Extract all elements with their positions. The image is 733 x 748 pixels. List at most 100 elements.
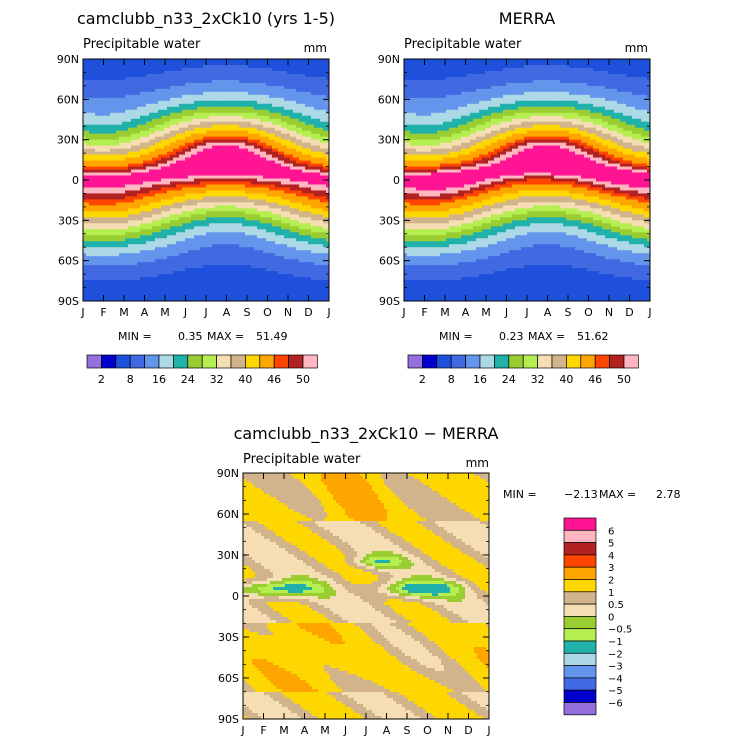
contour-cell: [302, 193, 306, 198]
contour-cell: [155, 166, 159, 171]
contour-cell: [239, 217, 243, 221]
contour-cell: [317, 142, 321, 147]
contour-cell: [230, 91, 234, 96]
contour-cell: [161, 148, 165, 153]
contour-cell: [119, 82, 123, 87]
contour-cell: [275, 217, 279, 221]
contour-cell: [242, 220, 246, 224]
contour-cell: [317, 136, 321, 141]
contour-cell: [254, 100, 258, 105]
contour-cell: [92, 59, 96, 63]
contour-cell: [161, 133, 165, 138]
contour-cell: [248, 91, 252, 96]
contour-cell: [188, 121, 192, 126]
contour-cell: [251, 211, 255, 215]
contour-cell: [221, 121, 225, 126]
contour-cell: [242, 142, 246, 147]
contour-cell: [272, 109, 276, 114]
contour-cell: [122, 64, 126, 69]
contour-cell: [101, 59, 105, 63]
contour-cell: [122, 82, 126, 87]
contour-cell: [266, 226, 270, 230]
contour-cell: [215, 172, 219, 177]
contour-cell: [194, 163, 198, 168]
contour-cell: [326, 148, 329, 153]
contour-cell: [320, 64, 324, 69]
contour-cell: [236, 178, 240, 183]
contour-cell: [290, 139, 294, 144]
contour-cell: [92, 112, 96, 117]
contour-cell: [104, 145, 108, 150]
contour-cell: [197, 151, 201, 156]
contour-cell: [206, 208, 210, 212]
contour-cell: [206, 82, 210, 87]
contour-cell: [251, 91, 255, 96]
contour-cell: [95, 187, 99, 192]
contour-cell: [158, 133, 162, 138]
contour-cell: [248, 97, 252, 102]
contour-cell: [224, 178, 228, 183]
contour-cell: [104, 118, 108, 123]
contour-cell: [302, 163, 306, 168]
contour-cell: [101, 103, 105, 108]
contour-cell: [305, 214, 309, 218]
contour-cell: [212, 59, 216, 63]
contour-cell: [182, 175, 186, 180]
contour-cell: [281, 211, 285, 215]
contour-cell: [113, 103, 117, 108]
contour-cell: [131, 193, 135, 198]
contour-cell: [233, 118, 237, 123]
contour-cell: [164, 106, 168, 111]
contour-cell: [152, 184, 156, 189]
contour-cell: [320, 202, 324, 206]
contour-cell: [278, 121, 282, 126]
contour-cell: [305, 118, 309, 123]
contour-cell: [125, 79, 129, 84]
contour-cell: [260, 91, 264, 96]
contour-cell: [308, 130, 312, 135]
contour-cell: [164, 142, 168, 147]
contour-cell: [110, 118, 114, 123]
contour-cell: [254, 166, 258, 171]
contour-cell: [290, 160, 294, 165]
contour-cell: [119, 154, 123, 159]
contour-cell: [104, 184, 108, 189]
contour-cell: [221, 76, 225, 81]
contour-cell: [275, 199, 279, 204]
contour-cell: [200, 61, 204, 66]
contour-cell: [134, 220, 138, 224]
contour-cell: [323, 73, 327, 78]
contour-cell: [113, 133, 117, 138]
contour-cell: [224, 115, 228, 120]
contour-cell: [308, 229, 312, 233]
contour-cell: [86, 85, 90, 90]
contour-cell: [239, 160, 243, 165]
contour-cell: [194, 232, 198, 236]
contour-cell: [185, 97, 189, 102]
contour-cell: [164, 229, 168, 233]
contour-cell: [254, 214, 258, 218]
contour-cell: [176, 127, 180, 132]
contour-cell: [182, 73, 186, 78]
contour-cell: [215, 61, 219, 66]
contour-cell: [161, 67, 165, 72]
contour-cell: [149, 85, 153, 90]
contour-cell: [158, 145, 162, 150]
contour-cell: [164, 112, 168, 117]
contour-cell: [215, 199, 219, 204]
contour-cell: [212, 136, 216, 141]
contour-cell: [254, 172, 258, 177]
contour-cell: [299, 91, 303, 96]
contour-cell: [179, 91, 183, 96]
contour-cell: [122, 214, 126, 218]
contour-cell: [155, 163, 159, 168]
contour-cell: [221, 118, 225, 123]
contour-cell: [311, 59, 315, 63]
contour-cell: [179, 199, 183, 204]
contour-cell: [245, 202, 249, 206]
contour-cell: [113, 193, 117, 198]
contour-cell: [227, 220, 231, 224]
contour-cell: [173, 238, 177, 242]
contour-cell: [215, 100, 219, 105]
contour-cell: [128, 139, 132, 144]
